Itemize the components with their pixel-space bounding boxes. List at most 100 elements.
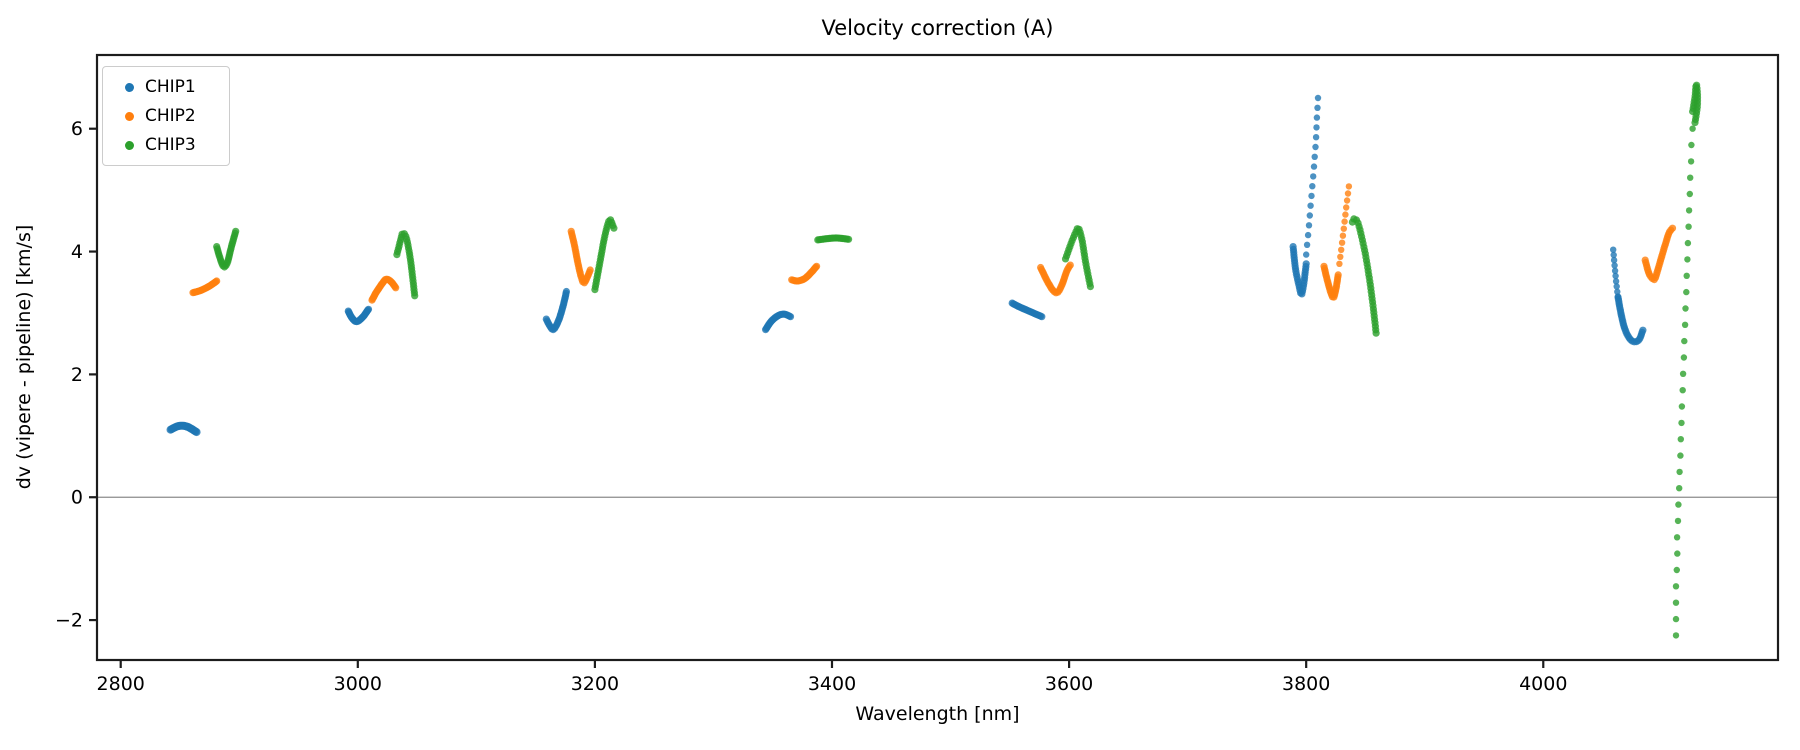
data-point xyxy=(232,227,240,235)
data-point xyxy=(1672,632,1680,639)
data-point xyxy=(1679,387,1686,394)
series-chip2 xyxy=(189,183,1677,304)
data-point xyxy=(1689,125,1696,132)
data-point xyxy=(1314,94,1322,102)
data-point xyxy=(1342,211,1349,218)
data-point xyxy=(1612,272,1619,280)
data-point xyxy=(1610,246,1617,253)
data-point xyxy=(1614,288,1621,295)
x-tick-label: 3600 xyxy=(1045,673,1093,695)
data-point xyxy=(1673,534,1681,541)
data-point xyxy=(1610,257,1618,264)
y-tick-label: 4 xyxy=(71,241,83,263)
data-point xyxy=(1684,239,1692,247)
y-tick-label: 6 xyxy=(71,118,83,140)
data-point xyxy=(1610,251,1617,259)
data-point xyxy=(1668,224,1677,232)
data-point xyxy=(1682,305,1689,312)
data-point xyxy=(1339,232,1347,239)
data-point xyxy=(1681,337,1688,345)
data-point xyxy=(1683,288,1690,296)
data-point xyxy=(1673,566,1681,574)
data-point xyxy=(1338,246,1345,253)
x-tick-label: 4000 xyxy=(1519,673,1567,695)
x-tick-label: 3400 xyxy=(808,673,856,695)
data-point xyxy=(1336,260,1343,267)
x-tick-label: 3200 xyxy=(571,673,619,695)
x-tick-label: 2800 xyxy=(97,673,145,695)
data-point xyxy=(1688,141,1695,149)
data-point xyxy=(786,313,795,321)
x-tick-label: 3000 xyxy=(334,673,382,695)
legend-label-chip2: CHIP2 xyxy=(145,106,196,126)
data-point xyxy=(562,287,571,296)
y-tick-label: 2 xyxy=(71,364,83,386)
data-point xyxy=(1674,517,1682,525)
legend: CHIP1 CHIP2 CHIP3 xyxy=(102,66,230,166)
data-point xyxy=(1340,225,1348,232)
legend-item-chip2: CHIP2 xyxy=(113,105,219,127)
data-point xyxy=(1685,223,1692,230)
data-point xyxy=(1672,615,1680,623)
data-point xyxy=(1691,119,1699,127)
data-point xyxy=(1683,272,1690,279)
data-point xyxy=(1677,452,1684,459)
data-point xyxy=(1686,190,1694,198)
data-point xyxy=(1343,204,1350,211)
data-point xyxy=(1674,550,1681,557)
data-point xyxy=(1678,403,1686,410)
data-point xyxy=(1334,271,1342,279)
data-point xyxy=(1311,153,1318,160)
data-point xyxy=(1677,436,1685,443)
data-point xyxy=(1613,283,1620,290)
data-point xyxy=(1303,241,1311,248)
legend-marker-chip1-icon xyxy=(125,82,134,92)
data-point xyxy=(1086,283,1094,291)
legend-marker-chip2-icon xyxy=(125,111,134,121)
data-point xyxy=(1309,183,1316,190)
data-point xyxy=(411,292,419,300)
data-point xyxy=(364,305,373,313)
data-point xyxy=(1672,599,1680,606)
data-point xyxy=(1344,190,1352,197)
data-point xyxy=(1679,370,1687,377)
data-point xyxy=(586,266,594,274)
data-point xyxy=(813,262,821,270)
y-axis-label: dv (vipere - pipeline) [km/s] xyxy=(13,224,35,490)
data-point xyxy=(610,224,618,232)
data-point xyxy=(1684,256,1691,263)
legend-label-chip3: CHIP3 xyxy=(145,135,196,155)
data-point xyxy=(1676,468,1683,476)
data-point xyxy=(1304,231,1312,239)
y-tick-label: 0 xyxy=(71,487,83,509)
data-point xyxy=(1639,326,1647,334)
y-tick-label: −2 xyxy=(55,610,83,632)
data-point xyxy=(1303,251,1310,258)
data-point xyxy=(1687,158,1695,165)
data-point xyxy=(1066,261,1074,269)
x-axis-label: Wavelength [nm] xyxy=(855,703,1020,725)
data-point xyxy=(1314,104,1321,112)
x-tick-label: 3800 xyxy=(1282,673,1330,695)
data-point xyxy=(1372,329,1380,337)
data-point xyxy=(1310,173,1317,180)
data-point xyxy=(1305,222,1313,229)
data-point xyxy=(1302,260,1310,268)
data-point xyxy=(1672,583,1680,590)
series-chip3 xyxy=(213,81,1702,639)
series-chip1 xyxy=(166,94,1647,437)
data-point xyxy=(1341,218,1348,225)
data-point xyxy=(1312,143,1319,151)
data-point xyxy=(845,235,853,243)
data-point xyxy=(1612,278,1620,285)
data-point xyxy=(1681,321,1689,328)
data-point xyxy=(1312,134,1320,141)
data-point xyxy=(1343,197,1351,204)
data-point xyxy=(1680,354,1688,361)
legend-label-chip1: CHIP1 xyxy=(145,77,196,97)
data-point xyxy=(1678,419,1685,427)
legend-item-chip1: CHIP1 xyxy=(113,76,219,98)
data-point xyxy=(392,284,400,292)
data-point xyxy=(1338,239,1346,246)
